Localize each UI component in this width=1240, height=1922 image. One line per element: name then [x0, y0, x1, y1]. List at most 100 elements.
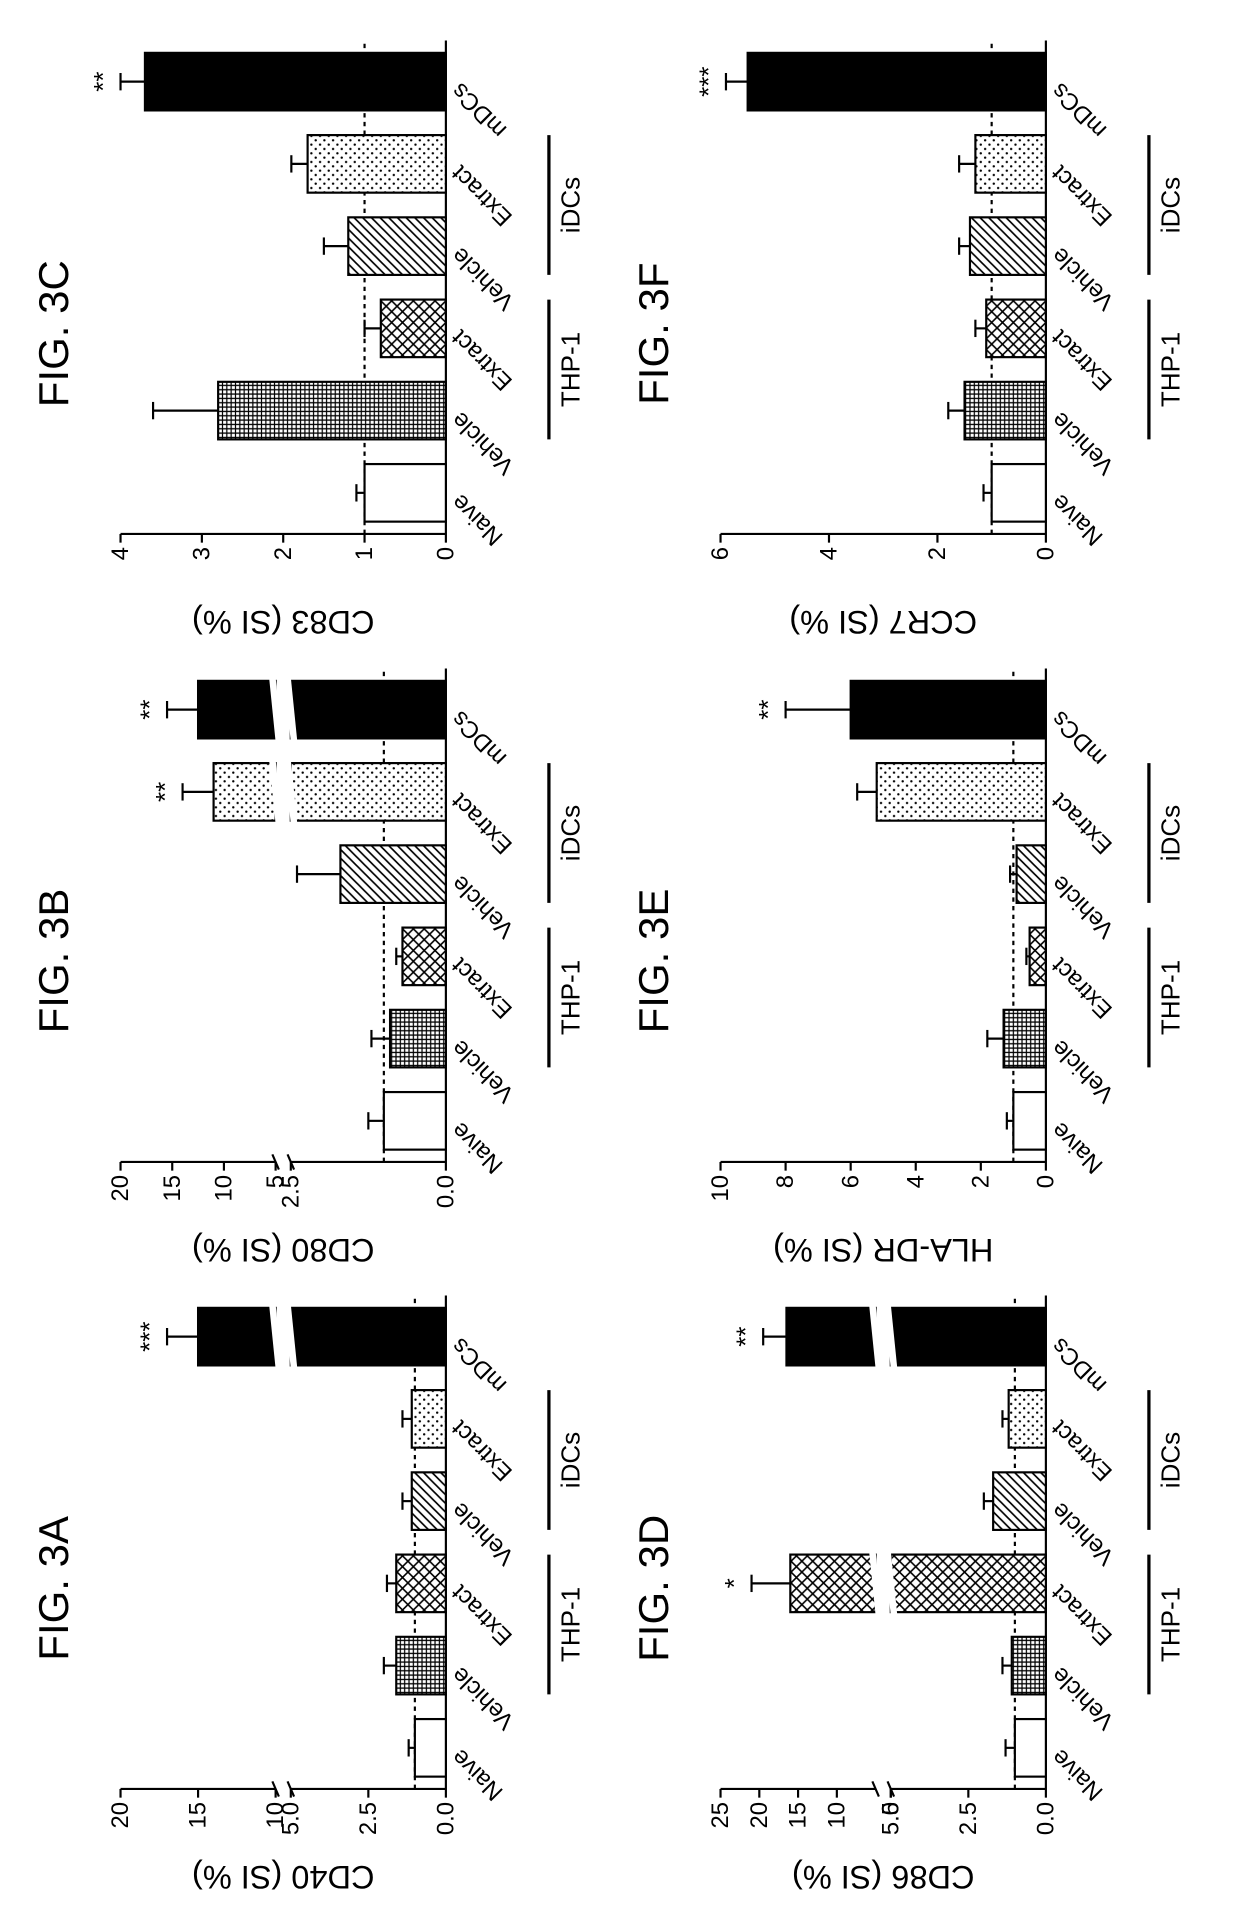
- category-label: Naive: [446, 489, 508, 551]
- panel-title-A: FIG. 3A: [30, 1285, 78, 1892]
- bar: [396, 1637, 446, 1695]
- bar: [291, 763, 446, 821]
- category-label: Extract: [446, 1414, 518, 1486]
- group-label: iDCs: [555, 1432, 585, 1488]
- bar: [986, 300, 1046, 358]
- y-axis-label: CCR7 (SI %): [789, 604, 977, 637]
- category-label: Extract: [1046, 1414, 1118, 1486]
- bar: [1004, 1009, 1046, 1067]
- category-label: mDCs: [446, 1332, 512, 1398]
- bar: [384, 1092, 446, 1150]
- panel-E: FIG. 3E0246810NaiveVehicleExtractVehicle…: [630, 657, 1210, 1264]
- bar: [877, 763, 1046, 821]
- chart-A: 0.02.55.0101520NaiveVehicleExtractVehicl…: [88, 1285, 609, 1892]
- sig-stars: **: [753, 699, 783, 719]
- chart-B: 0.02.55101520NaiveVehicleExtractVehicle*…: [88, 657, 609, 1264]
- bar: [390, 1009, 446, 1067]
- panel-A: FIG. 3A0.02.55.0101520NaiveVehicleExtrac…: [30, 1285, 610, 1892]
- bar: [291, 1308, 446, 1366]
- bar: [891, 1555, 1046, 1613]
- svg-text:15: 15: [185, 1802, 212, 1829]
- chart-F: 0246NaiveVehicleExtractVehicleExtract***…: [688, 30, 1209, 637]
- category-label: Vehicle: [1046, 1497, 1119, 1570]
- category-label: Naive: [446, 1116, 508, 1178]
- svg-text:20: 20: [746, 1802, 773, 1829]
- sig-stars: ***: [693, 67, 723, 97]
- bar: [340, 845, 445, 903]
- category-label: mDCs: [1046, 78, 1112, 144]
- bar: [402, 927, 445, 985]
- category-label: Extract: [1046, 324, 1118, 396]
- category-label: Vehicle: [1046, 1034, 1119, 1107]
- chart-C: 01234NaiveVehicleExtractVehicleExtract**…: [88, 30, 609, 637]
- svg-text:15: 15: [785, 1802, 812, 1829]
- bar: [381, 300, 446, 358]
- bar: [365, 464, 446, 522]
- bar: [790, 1555, 875, 1613]
- category-label: Extract: [1046, 160, 1118, 232]
- category-label: Naive: [446, 1744, 508, 1806]
- bar: [198, 681, 276, 739]
- category-label: mDCs: [1046, 705, 1112, 771]
- svg-text:0.0: 0.0: [432, 1175, 459, 1208]
- category-label: Extract: [446, 160, 518, 232]
- group-label: iDCs: [1155, 1432, 1185, 1488]
- y-axis-label: CD86 (SI %): [792, 1859, 975, 1892]
- bar: [348, 218, 446, 276]
- bar: [412, 1390, 446, 1448]
- svg-text:10: 10: [262, 1802, 289, 1829]
- category-label: mDCs: [1046, 1332, 1112, 1398]
- svg-text:4: 4: [816, 547, 843, 560]
- svg-text:0.0: 0.0: [1032, 1802, 1059, 1835]
- bar: [891, 1308, 1046, 1366]
- sig-stars: **: [88, 72, 118, 92]
- bar: [786, 1308, 875, 1366]
- category-label: Vehicle: [446, 242, 519, 315]
- svg-text:5: 5: [877, 1802, 904, 1815]
- bar: [993, 1472, 1046, 1530]
- category-label: Extract: [446, 1579, 518, 1651]
- svg-text:5: 5: [262, 1175, 289, 1188]
- svg-text:8: 8: [772, 1175, 799, 1188]
- category-label: Naive: [1046, 489, 1108, 551]
- svg-text:2: 2: [967, 1175, 994, 1188]
- svg-text:15: 15: [159, 1175, 186, 1202]
- group-label: THP-1: [555, 332, 585, 407]
- bar: [198, 1308, 276, 1366]
- panel-title-F: FIG. 3F: [630, 30, 678, 637]
- category-label: Vehicle: [1046, 870, 1119, 943]
- group-label: iDCs: [555, 804, 585, 860]
- svg-text:0.0: 0.0: [432, 1802, 459, 1835]
- svg-text:25: 25: [707, 1802, 734, 1829]
- group-label: THP-1: [1155, 1587, 1185, 1662]
- bar: [1013, 1092, 1046, 1150]
- bar: [1012, 1637, 1046, 1695]
- bar: [145, 53, 446, 111]
- category-label: Extract: [446, 952, 518, 1024]
- svg-text:1: 1: [351, 547, 378, 560]
- group-label: iDCs: [1155, 177, 1185, 233]
- group-label: iDCs: [1155, 804, 1185, 860]
- bar: [992, 464, 1046, 522]
- svg-text:10: 10: [823, 1802, 850, 1829]
- group-label: THP-1: [1155, 332, 1185, 407]
- category-label: Vehicle: [446, 1661, 519, 1734]
- y-axis-label: CD80 (SI %): [192, 1232, 375, 1265]
- panel-title-E: FIG. 3E: [630, 657, 678, 1264]
- category-label: Naive: [1046, 1116, 1108, 1178]
- category-label: Extract: [446, 787, 518, 859]
- svg-text:20: 20: [107, 1802, 134, 1829]
- category-label: Vehicle: [446, 1497, 519, 1570]
- bar: [415, 1719, 446, 1777]
- bar: [214, 763, 276, 821]
- bar: [218, 382, 446, 440]
- chart-E: 0246810NaiveVehicleExtractVehicleExtract…: [688, 657, 1209, 1264]
- category-label: mDCs: [446, 705, 512, 771]
- svg-text:2: 2: [270, 547, 297, 560]
- panel-title-C: FIG. 3C: [30, 30, 78, 637]
- svg-text:0: 0: [432, 547, 459, 560]
- group-label: THP-1: [555, 960, 585, 1035]
- svg-text:3: 3: [188, 547, 215, 560]
- sig-stars: **: [731, 1327, 761, 1347]
- y-axis-label: HLA-DR (SI %): [773, 1232, 993, 1265]
